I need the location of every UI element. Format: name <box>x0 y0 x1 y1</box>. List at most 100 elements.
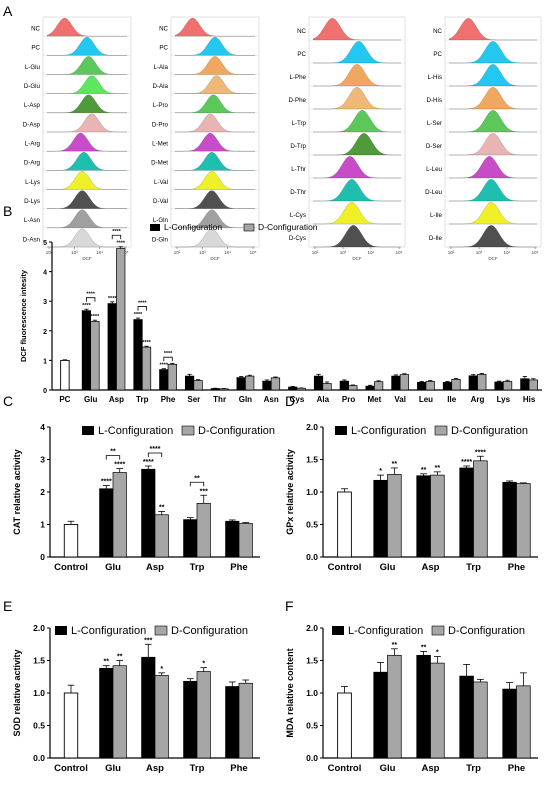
x-tick-label: Gln <box>239 395 252 404</box>
bar-d-config <box>516 685 531 759</box>
bar-l-config <box>442 381 453 391</box>
flow-histogram <box>313 202 401 225</box>
bracket-stars: ** <box>110 449 116 456</box>
bar-l-config <box>133 319 143 391</box>
flow-row-label: PC <box>159 45 168 52</box>
bar-d-config <box>296 387 306 391</box>
y-tick-label: 2.0 <box>33 623 45 633</box>
flow-row-label: NC <box>433 28 442 35</box>
flow-row-label: L-His <box>428 74 442 81</box>
bar-l-config <box>141 656 156 759</box>
significance-stars: ** <box>392 642 398 649</box>
flow-row-label: D-Glu <box>24 83 41 90</box>
x-tick-label: Control <box>54 763 88 774</box>
bar-d-config <box>528 379 538 391</box>
x-tick-label: Asp <box>146 763 164 774</box>
y-tick-label: 2 <box>43 329 47 336</box>
flow-histogram <box>174 75 256 94</box>
flow-row-label: L-Leu <box>426 166 442 173</box>
x-tick-label: Ile <box>447 395 456 404</box>
y-axis-label: SOD relative activity <box>12 649 22 736</box>
flow-tick-label: 10² <box>46 250 53 255</box>
legend-swatch-d <box>434 425 448 436</box>
flow-tick-label: 10⁴ <box>96 250 103 255</box>
bar-d-config <box>374 381 384 391</box>
y-axis-label: DCF fluorescence intesity <box>19 269 28 362</box>
bar-l-config <box>416 475 431 558</box>
y-axis-label: GPx relative activity <box>285 449 295 535</box>
x-tick-label: Asp <box>109 395 124 404</box>
flow-histogram <box>46 132 128 152</box>
x-tick-label: Glu <box>84 395 97 404</box>
flow-row-label: L-Met <box>152 140 168 147</box>
flow-row-label: D-Cys <box>289 235 306 242</box>
significance-stars: **** <box>114 462 125 469</box>
flow-histogram <box>174 151 256 171</box>
bar-l-config <box>141 468 156 558</box>
flow-tick-label: 10⁵ <box>396 250 403 255</box>
x-tick-label: Trp <box>466 763 481 774</box>
panel-letter: D <box>285 393 295 409</box>
flow-histogram <box>47 228 127 248</box>
bar-d-config <box>219 388 229 391</box>
flow-row-label: L-Cys <box>290 212 306 219</box>
flow-panel-3: NC PC L-Phe D-Phe L-Trp D-Trp L-Thr D-Thr L-Cys D… <box>288 16 406 261</box>
flow-histogram <box>175 228 255 248</box>
x-tick-label: Trp <box>190 562 205 573</box>
bar-d-config <box>112 665 127 759</box>
x-tick-label: Phe <box>230 562 247 573</box>
y-tick-label: 4 <box>40 422 45 432</box>
bar-chart-C: 0 1 2 3 4 CAT relative activity L-Configuratio… <box>12 422 275 573</box>
significance-stars: * <box>436 650 439 657</box>
y-tick-label: 1.5 <box>33 656 45 666</box>
flow-histogram <box>313 110 401 133</box>
y-tick-label: 0.0 <box>306 552 318 562</box>
bar-d-config <box>154 514 169 558</box>
flow-row-label: L-Trp <box>291 120 306 127</box>
flow-tick-label: 10³ <box>476 250 483 255</box>
flow-row-label: L-Phe <box>289 74 306 81</box>
bar-l-config <box>417 381 427 391</box>
y-tick-label: 2 <box>40 487 45 497</box>
bar-d-config <box>167 363 177 391</box>
y-tick-label: 3 <box>43 299 47 306</box>
y-tick-label: 0 <box>40 552 45 562</box>
flow-row-label: L-Glu <box>25 64 41 71</box>
x-tick-label: Pro <box>342 395 355 404</box>
flow-tick-label: 10² <box>174 250 181 255</box>
y-tick-label: 0.0 <box>33 753 45 763</box>
bar-l-config <box>81 310 92 391</box>
legend-swatch-d <box>431 625 445 636</box>
bracket-stars: **** <box>150 446 161 453</box>
significance-stars: * <box>202 661 205 668</box>
bar-d-config <box>502 381 513 391</box>
flow-row-label: L-Ser <box>427 120 442 127</box>
legend-label-l: L-Configuration <box>351 425 426 437</box>
x-tick-label: Glu <box>380 562 396 573</box>
panel-letter: A <box>3 3 13 19</box>
y-tick-label: 0.5 <box>306 721 318 731</box>
flow-histogram <box>174 190 256 209</box>
bar-l-config <box>159 369 169 391</box>
x-tick-label: Arg <box>471 395 485 404</box>
flow-histogram <box>47 56 127 75</box>
flow-histogram <box>174 94 256 114</box>
legend-label-l: L-Configuration <box>348 625 423 637</box>
x-tick-label: Lys <box>497 395 511 404</box>
y-axis-label: MDA relative content <box>285 648 295 737</box>
flow-row-label: L-Ile <box>430 212 443 219</box>
bar-l-config <box>502 688 517 759</box>
y-tick-label: 1 <box>40 520 45 530</box>
legend-swatch-d <box>154 625 168 636</box>
flow-row-label: D-Phe <box>288 97 306 104</box>
x-tick-label: Asp <box>422 562 440 573</box>
legend-swatch-l <box>332 626 344 635</box>
bar-d-config <box>90 320 100 391</box>
y-tick-label: 1.5 <box>306 455 318 465</box>
bar-chart-E: 0.0 0.5 1.0 1.5 2.0 SOD relative activity L-Co… <box>12 623 260 774</box>
y-tick-label: 0.5 <box>33 721 45 731</box>
significance-stars: ** <box>104 659 110 666</box>
bar-l-config <box>339 380 349 391</box>
bar-d-config <box>196 503 211 558</box>
flow-panel-4: NC PC L-His D-His L-Ser D-Ser L-Leu D-Leu L-Ile D… <box>425 16 542 261</box>
